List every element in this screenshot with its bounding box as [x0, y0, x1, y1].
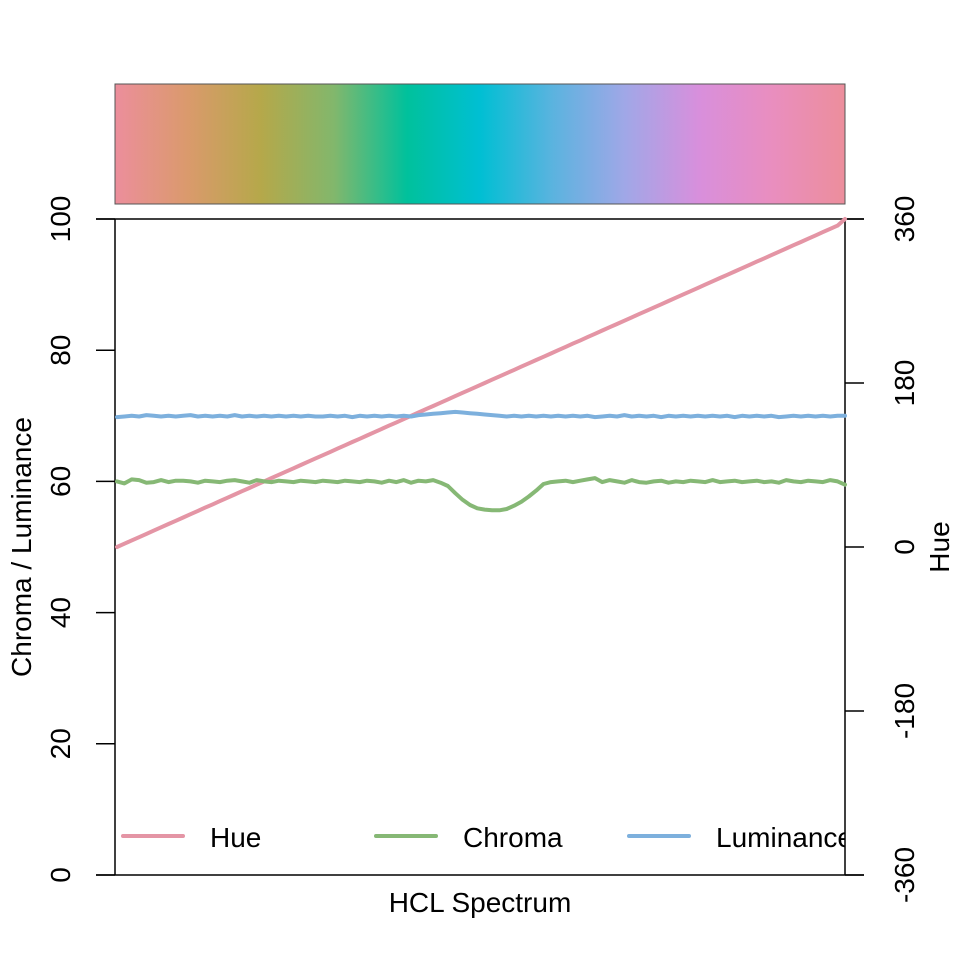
series-lines [115, 217, 847, 549]
right-tick-label: -180 [889, 683, 920, 739]
legend-label-luminance: Luminance [716, 822, 853, 853]
right-tick-label: 360 [889, 196, 920, 243]
x-axis-label: HCL Spectrum [389, 887, 572, 918]
left-tick-label: 40 [45, 597, 76, 628]
left-tick-label: 80 [45, 335, 76, 366]
series-line-hue [115, 217, 847, 549]
right-tick-label: -360 [889, 847, 920, 903]
right-axis-label: Hue [924, 521, 955, 572]
legend-label-chroma: Chroma [463, 822, 563, 853]
legend: Hue Chroma Luminance [121, 822, 853, 853]
left-tick-label: 20 [45, 728, 76, 759]
left-axis: 0 20 40 60 80 100 [45, 196, 115, 883]
legend-label-hue: Hue [210, 822, 261, 853]
right-tick-label: 180 [889, 360, 920, 407]
left-tick-label: 0 [45, 867, 76, 883]
spectrum-strip [114, 83, 846, 205]
left-tick-label: 100 [45, 196, 76, 243]
series-line-chroma [115, 476, 847, 513]
left-tick-label: 60 [45, 466, 76, 497]
series-line-luminance [115, 409, 847, 420]
right-tick-label: 0 [889, 539, 920, 555]
plot-frame [96, 218, 864, 876]
left-axis-label: Chroma / Luminance [6, 417, 37, 677]
right-axis: -360 -180 0 180 360 [845, 196, 920, 903]
